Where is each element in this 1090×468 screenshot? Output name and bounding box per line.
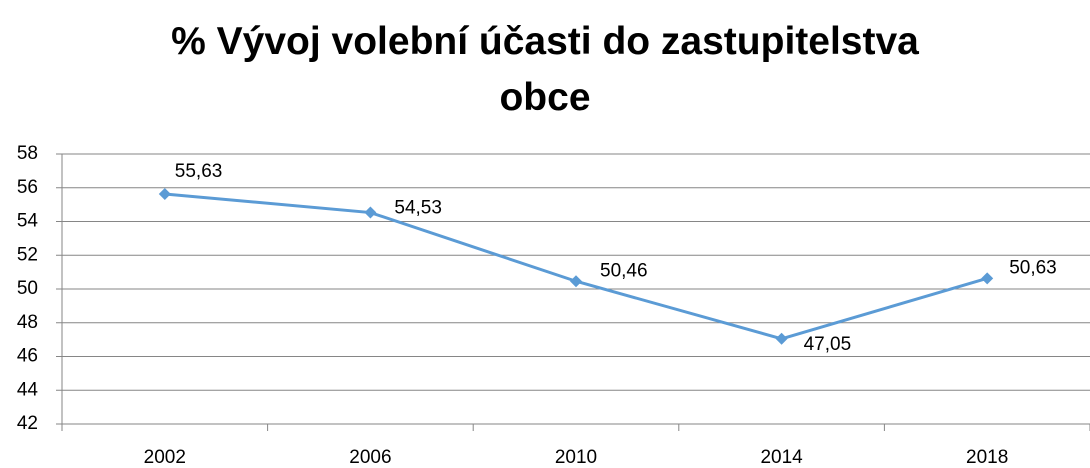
data-label: 55,63 bbox=[175, 161, 223, 182]
x-tick-label: 2014 bbox=[760, 447, 803, 468]
x-tick-label: 2002 bbox=[144, 447, 186, 468]
y-tick-label: 50 bbox=[17, 278, 38, 299]
data-label: 50,63 bbox=[1009, 257, 1057, 278]
x-tick-label: 2006 bbox=[349, 447, 391, 468]
marker bbox=[364, 206, 377, 219]
y-tick-label: 58 bbox=[17, 143, 38, 164]
x-tick-label: 2010 bbox=[555, 447, 597, 468]
y-tick-label: 46 bbox=[17, 346, 38, 367]
y-tick-label: 54 bbox=[17, 211, 39, 232]
y-tick-label: 48 bbox=[17, 312, 38, 333]
marker bbox=[775, 332, 788, 345]
marker bbox=[158, 187, 171, 200]
y-tick-label: 42 bbox=[17, 413, 38, 434]
data-label: 54,53 bbox=[394, 198, 442, 219]
chart-title: % Vývoj volební účasti do zastupitelstva… bbox=[171, 20, 919, 119]
y-tick-label: 56 bbox=[17, 177, 38, 198]
marker bbox=[570, 275, 582, 288]
y-tick-label: 52 bbox=[17, 244, 38, 265]
y-tick-label: 44 bbox=[17, 379, 39, 400]
marker bbox=[981, 272, 994, 285]
data-label: 50,46 bbox=[600, 260, 648, 281]
data-label: 47,05 bbox=[804, 334, 852, 355]
x-tick-label: 2018 bbox=[966, 447, 1008, 468]
line bbox=[164, 192, 988, 341]
